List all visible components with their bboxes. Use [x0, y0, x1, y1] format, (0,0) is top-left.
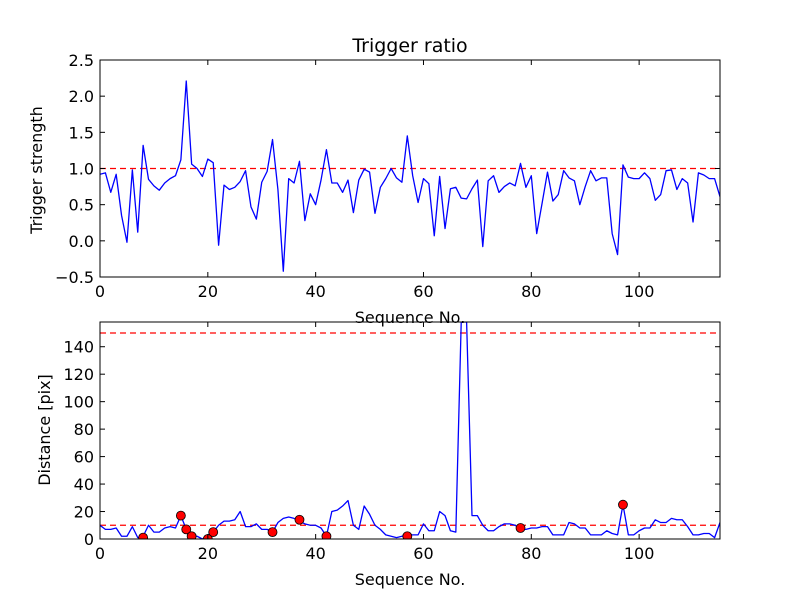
data-point-marker [321, 531, 332, 539]
data-point-marker [138, 532, 149, 539]
y-tick-label: 100 [63, 393, 94, 412]
x-tick-label: 20 [198, 282, 218, 301]
x-axis-label: Sequence No. [355, 308, 466, 327]
data-point-marker [267, 527, 278, 538]
x-tick-label: 100 [624, 282, 655, 301]
y-tick-label: 120 [63, 365, 94, 384]
y-axis-label: Trigger strength [27, 106, 46, 235]
y-tick-label: 40 [74, 475, 94, 494]
data-point-marker [186, 531, 197, 539]
y-tick-label: 0 [84, 530, 94, 549]
plot-frame [99, 321, 721, 540]
x-tick-label: 0 [95, 544, 105, 563]
trigger-ratio-chart: Trigger ratio Sequence No. Trigger stren… [27, 35, 721, 327]
y-tick-label: 80 [74, 420, 94, 439]
y-tick-label: 1.0 [69, 160, 94, 179]
y-tick-label: 1.5 [69, 123, 94, 142]
y-axis-label: Distance [pix] [35, 374, 54, 486]
x-tick-label: 80 [521, 282, 541, 301]
series-line [100, 80, 720, 272]
chart-title: Trigger ratio [351, 35, 467, 57]
x-tick-label: 20 [198, 544, 218, 563]
data-point-marker [618, 499, 628, 510]
data-point-marker [402, 531, 413, 539]
y-tick-label: 2.5 [69, 51, 94, 70]
x-tick-label: 40 [305, 282, 325, 301]
y-tick-label: 20 [74, 503, 94, 522]
plot-area [100, 80, 720, 272]
x-tick-label: 60 [413, 544, 433, 563]
distance-chart: Sequence No. Distance [pix] 0 20 40 60 80 100… [35, 321, 721, 589]
y-tick-label: −0.5 [55, 268, 94, 287]
y-tick-label: 0.0 [69, 232, 94, 251]
x-tick-label: 60 [413, 282, 433, 301]
data-point-marker [175, 510, 186, 521]
x-tick-label: 0 [95, 282, 105, 301]
y-tick-label: 60 [74, 448, 94, 467]
y-tick-label: 2.0 [69, 87, 94, 106]
plot-area [100, 322, 720, 539]
x-tick-label: 80 [521, 544, 541, 563]
data-point-marker [515, 523, 526, 533]
x-tick-label: 100 [624, 544, 655, 563]
data-point-marker [181, 524, 192, 535]
y-tick-label: 0.5 [69, 196, 94, 215]
x-tick-label: 40 [305, 544, 325, 563]
data-point-marker [208, 527, 219, 538]
y-tick-label: 140 [63, 338, 94, 357]
data-point-marker [294, 514, 305, 525]
x-axis-label: Sequence No. [355, 570, 466, 589]
